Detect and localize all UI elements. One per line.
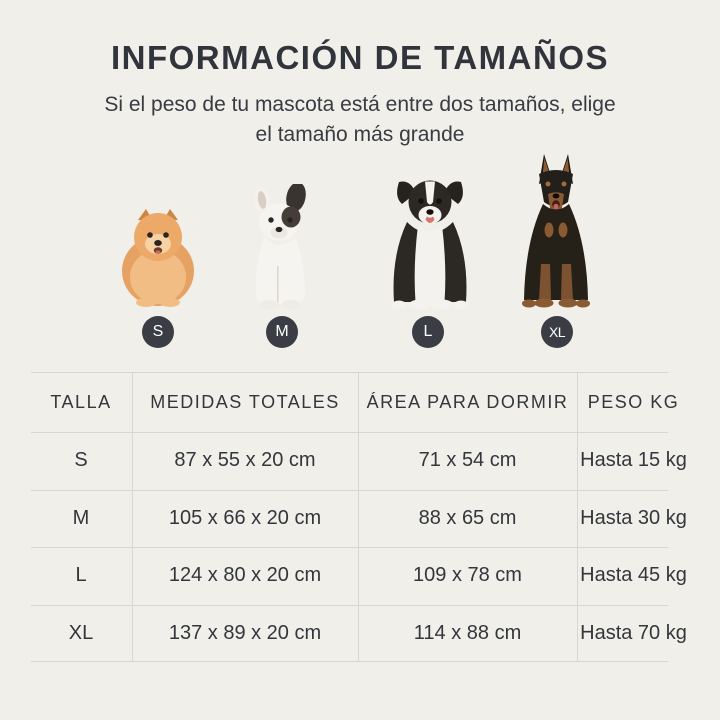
cell-medidas: 87 x 55 x 20 cm: [174, 449, 316, 472]
cell-medidas: 137 x 89 x 20 cm: [168, 621, 322, 644]
cell-peso: Hasta 15 kg: [580, 449, 687, 472]
table-row: S 87 x 55 x 20 cm 71 x 54 cm Hasta 15 kg: [30, 432, 690, 490]
table-divider: [31, 372, 668, 373]
french-bulldog-dog-image: [253, 184, 306, 309]
dog-size-illustrations: S M L XL: [0, 145, 720, 360]
table-header-row: TALLA MEDIDAS TOTALES ÁREA PARA DORMIR P…: [30, 372, 690, 432]
table-divider: [132, 373, 133, 662]
table-row: XL 137 x 89 x 20 cm 114 x 88 cm Hasta 70…: [30, 605, 690, 663]
cell-medidas: 124 x 80 x 20 cm: [168, 564, 322, 587]
size-table: TALLA MEDIDAS TOTALES ÁREA PARA DORMIR P…: [30, 372, 690, 662]
cell-peso: Hasta 30 kg: [580, 506, 687, 529]
table-divider: [31, 604, 668, 606]
table-row: L 124 x 80 x 20 cm 109 x 78 cm Hasta 45 …: [30, 547, 690, 605]
cell-talla: L: [75, 564, 87, 587]
cell-medidas: 105 x 66 x 20 cm: [168, 506, 322, 529]
subtitle-line-1: Si el peso de tu mascota está entre dos …: [104, 93, 616, 116]
subtitle-line-2: el tamaño más grande: [255, 123, 465, 146]
size-badge-xl: XL: [541, 316, 573, 348]
cell-peso: Hasta 45 kg: [580, 564, 687, 587]
column-header-area: ÁREA PARA DORMIR: [366, 391, 569, 412]
doberman-dog-image: [522, 154, 590, 308]
column-header-peso: PESO KG: [587, 391, 680, 412]
column-header-talla: TALLA: [50, 391, 112, 412]
table-divider: [31, 547, 668, 548]
table-divider: [31, 432, 668, 433]
cell-area: 71 x 54 cm: [418, 449, 517, 472]
table-body: S 87 x 55 x 20 cm 71 x 54 cm Hasta 15 kg…: [30, 432, 690, 662]
table-divider: [577, 373, 578, 662]
column-header-medidas: MEDIDAS TOTALES: [150, 391, 340, 412]
border-collie-dog-image: [391, 180, 469, 310]
cell-area: 88 x 65 cm: [418, 506, 517, 529]
cell-area: 109 x 78 cm: [413, 564, 522, 587]
size-badge-l: L: [412, 316, 444, 348]
cell-talla: M: [72, 506, 90, 529]
page-title: INFORMACIÓN DE TAMAÑOS: [110, 39, 610, 76]
cell-area: 114 x 88 cm: [413, 621, 522, 644]
table-divider: [358, 373, 359, 662]
cell-talla: XL: [68, 621, 94, 644]
cell-talla: S: [74, 449, 88, 472]
size-badge-s: S: [142, 316, 174, 348]
cell-peso: Hasta 70 kg: [580, 621, 687, 644]
page-subtitle: Si el peso de tu mascota está entre dos …: [0, 90, 720, 150]
pomeranian-dog-image: [122, 209, 194, 307]
size-badge-m: M: [266, 316, 298, 348]
table-divider: [31, 661, 668, 662]
table-divider: [31, 489, 668, 491]
table-row: M 105 x 66 x 20 cm 88 x 65 cm Hasta 30 k…: [30, 490, 690, 548]
